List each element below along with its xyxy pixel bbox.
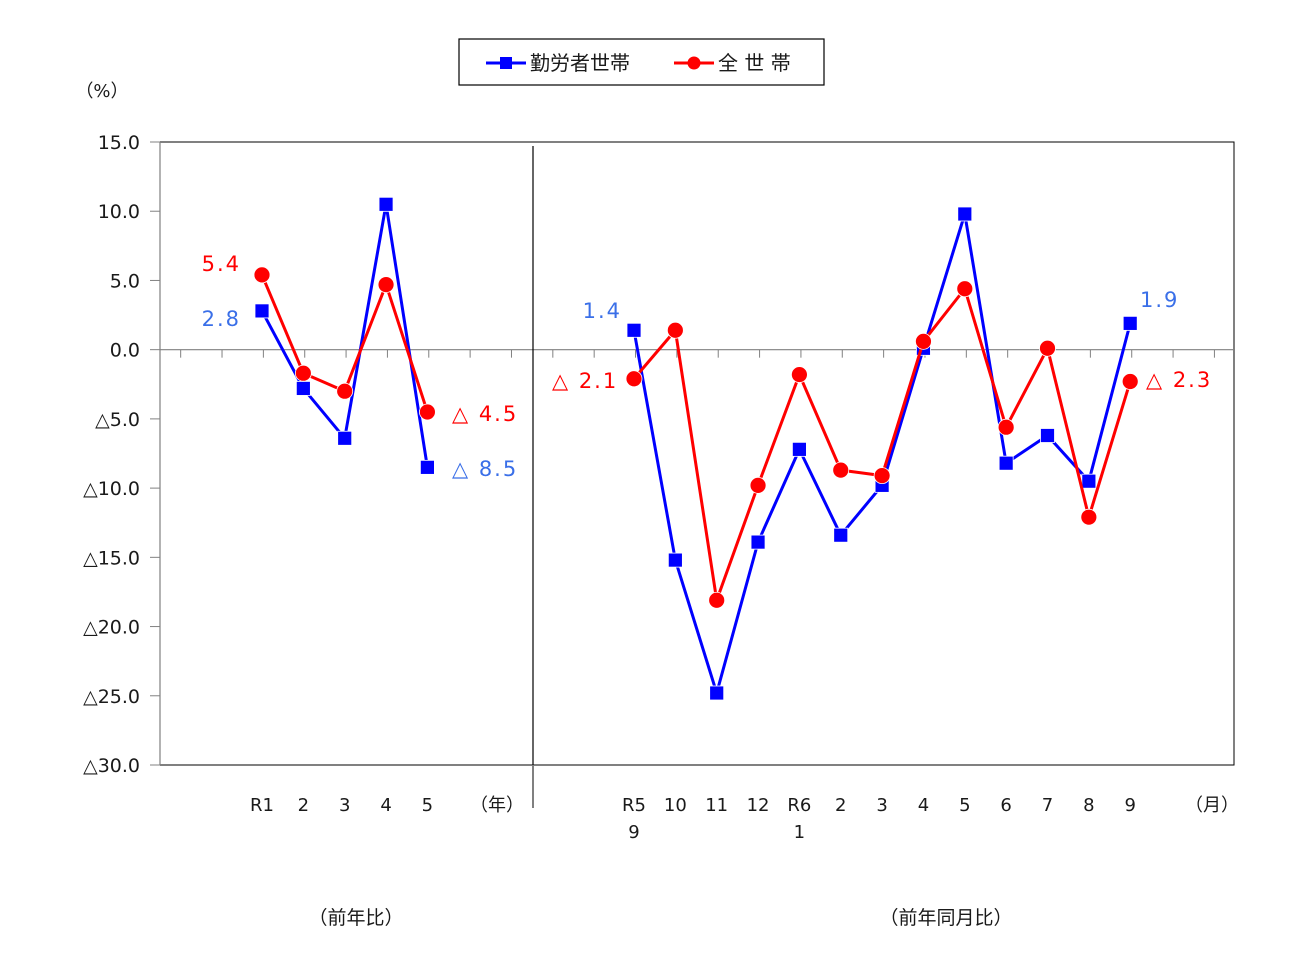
data-point-square <box>337 430 353 446</box>
y-tick-label: △5.0 <box>95 409 140 431</box>
data-point-square <box>1122 315 1138 331</box>
x-tick-label: 4 <box>918 795 929 816</box>
data-point-square <box>626 322 642 338</box>
x-tick-label: 8 <box>1083 795 1094 816</box>
data-label: △ 2.1 <box>552 369 618 393</box>
data-point-square <box>998 455 1014 471</box>
panel-caption: （前年比） <box>308 907 403 929</box>
data-point-square <box>254 303 270 319</box>
x-tick-label: R1 <box>250 795 274 816</box>
legend-label: 勤労者世帯 <box>530 51 630 75</box>
legend-square-icon <box>500 57 512 69</box>
data-point-square <box>792 441 807 457</box>
data-point-circle <box>253 266 271 284</box>
x-tick-label: 2 <box>298 795 309 816</box>
y-tick-label: △30.0 <box>83 755 140 777</box>
x-tick-label: 4 <box>380 795 391 816</box>
x-tick-label: 12 <box>747 795 770 816</box>
data-point-circle <box>418 403 436 421</box>
x-unit-label: （月） <box>1185 795 1239 816</box>
legend: 勤労者世帯 全 世 帯 <box>458 38 825 86</box>
data-label: △ 4.5 <box>452 402 518 426</box>
data-point-square <box>1081 473 1097 489</box>
data-point-square <box>667 552 683 568</box>
series-all-households <box>625 280 1139 609</box>
x-tick-label: 5 <box>422 795 433 816</box>
data-point-circle <box>377 276 395 293</box>
legend-circle-icon <box>687 56 701 70</box>
data-point-square <box>295 381 311 396</box>
data-point-square <box>709 685 725 701</box>
series-worker-households <box>626 206 1138 701</box>
y-tick-label: △20.0 <box>83 617 140 639</box>
x-tick-label: 2 <box>835 795 846 816</box>
data-label: 2.8 <box>202 307 241 331</box>
data-point-circle <box>1039 339 1056 357</box>
data-label: 5.4 <box>202 252 241 276</box>
data-point-circle <box>1121 373 1139 390</box>
data-point-circle <box>1080 508 1098 526</box>
x-tick-label: 10 <box>664 795 687 816</box>
x-tick-label: 5 <box>959 795 970 816</box>
data-point-circle <box>708 591 726 609</box>
data-point-circle <box>336 382 354 400</box>
data-point-circle <box>791 366 808 383</box>
y-tick-label: 0.0 <box>110 340 140 362</box>
panel-annual: R1 2 3 4 5 （年） （前年比） 5.4 2.8 △ 4.5 △ 8.5 <box>202 196 524 929</box>
x-tick-label: 3 <box>339 795 350 816</box>
legend-label: 全 世 帯 <box>718 51 791 75</box>
data-point-square <box>833 527 849 543</box>
series-all-households <box>253 266 436 421</box>
data-point-circle <box>625 370 643 388</box>
panel-caption: （前年同月比） <box>879 907 1012 929</box>
y-tick-label: 5.0 <box>110 270 140 292</box>
data-label: 1.4 <box>583 299 622 323</box>
y-tick-label: △10.0 <box>83 478 140 500</box>
data-point-square <box>750 534 766 550</box>
data-point-square <box>378 196 394 212</box>
x-tick-label: 3 <box>876 795 887 816</box>
y-tick-label: △15.0 <box>83 547 140 569</box>
x-tick-label: R5 <box>622 795 646 816</box>
data-point-circle <box>666 321 684 339</box>
data-label: △ 2.3 <box>1146 368 1212 392</box>
x-tick-label: 11 <box>705 795 728 816</box>
x-tick-label: 7 <box>1042 795 1053 816</box>
data-point-circle <box>956 280 974 298</box>
data-point-circle <box>749 476 767 494</box>
data-point-circle <box>873 467 891 485</box>
data-label: 1.9 <box>1140 288 1179 312</box>
data-point-circle <box>915 332 932 350</box>
y-tick-label: △25.0 <box>83 686 140 708</box>
x-tick-label: 6 <box>1000 795 1011 816</box>
data-point-circle <box>832 461 850 479</box>
x-tick-label: 9 <box>628 822 639 843</box>
data-point-circle <box>997 418 1015 436</box>
data-point-circle <box>294 364 312 382</box>
x-tick-label: R6 <box>787 795 811 816</box>
series-worker-households <box>254 196 435 475</box>
data-label: △ 8.5 <box>452 457 518 481</box>
y-tick-label: 15.0 <box>98 132 140 154</box>
data-point-square <box>1040 428 1055 443</box>
data-point-square <box>957 206 973 222</box>
y-tick-label: 10.0 <box>98 201 140 223</box>
y-axis-unit: （%） <box>75 81 128 102</box>
x-tick-label: 9 <box>1124 795 1135 816</box>
x-tick-label: 1 <box>794 822 805 843</box>
data-point-square <box>419 459 435 475</box>
x-unit-label: （年） <box>470 795 524 816</box>
